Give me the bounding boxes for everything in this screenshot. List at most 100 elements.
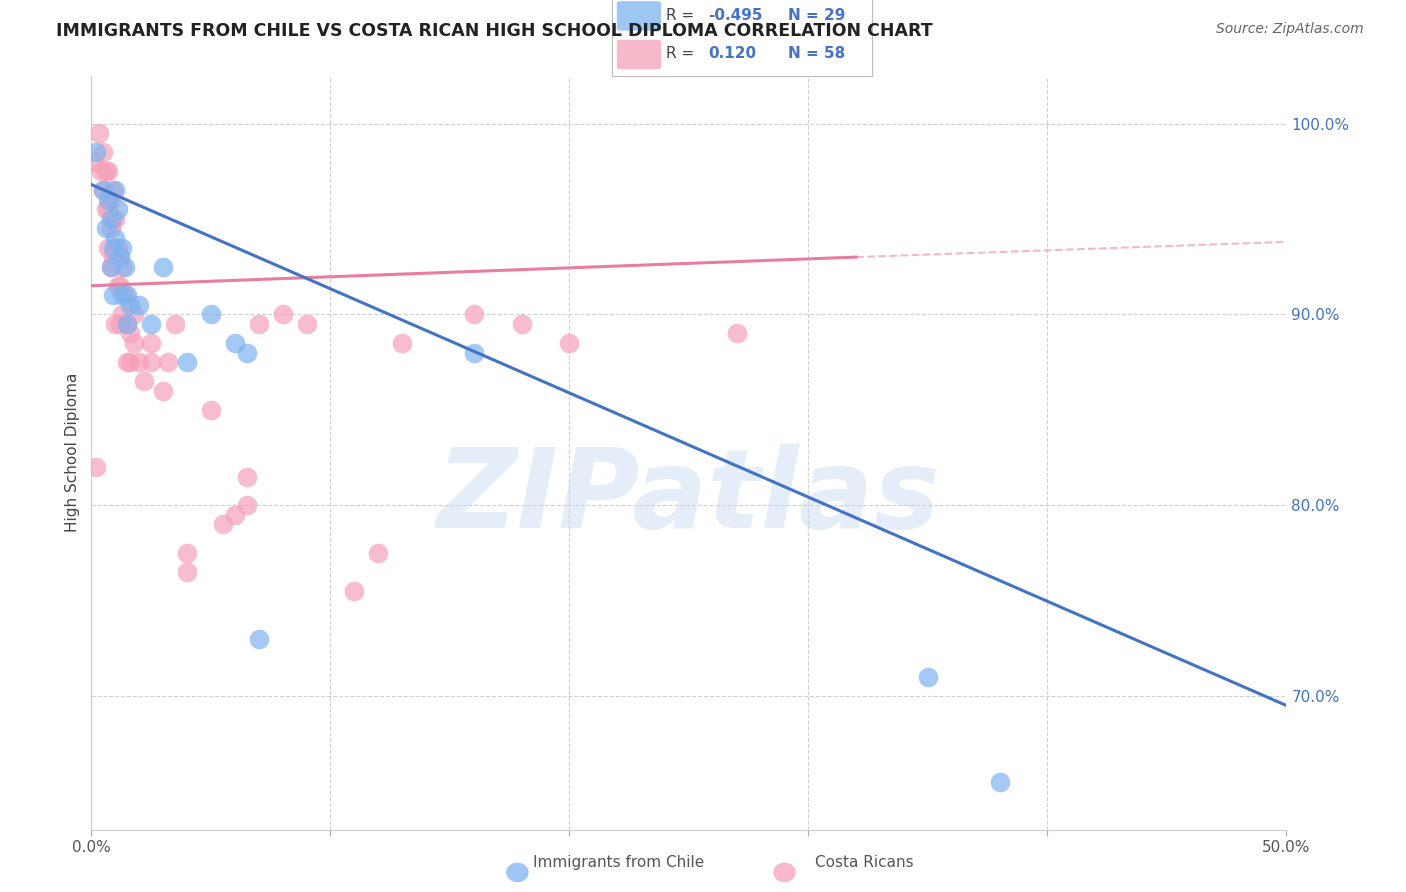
Point	[100, 211, 122, 226]
Text: 0.120: 0.120	[707, 46, 756, 62]
Text: IMMIGRANTS FROM CHILE VS COSTA RICAN HIGH SCHOOL DIPLOMA CORRELATION CHART: IMMIGRANTS FROM CHILE VS COSTA RICAN HIG…	[56, 22, 932, 40]
Point	[101, 241, 124, 255]
Point	[463, 307, 485, 321]
Point	[100, 260, 122, 274]
Point	[97, 202, 120, 217]
Point	[510, 317, 533, 331]
Point	[118, 355, 141, 369]
Point	[367, 546, 389, 560]
Point	[156, 355, 179, 369]
Point	[111, 241, 134, 255]
Point	[115, 317, 138, 331]
Point	[141, 355, 162, 369]
Point	[97, 193, 120, 207]
Point	[108, 250, 131, 264]
Text: R =: R =	[666, 46, 695, 62]
Point	[235, 345, 259, 359]
Text: ZIPatlas: ZIPatlas	[437, 444, 941, 551]
Point	[107, 202, 129, 217]
Text: N = 29: N = 29	[789, 8, 846, 23]
Point	[94, 221, 117, 235]
FancyBboxPatch shape	[617, 1, 661, 30]
Point	[83, 154, 105, 169]
Point	[107, 241, 129, 255]
Point	[107, 278, 129, 293]
Text: -0.495: -0.495	[707, 8, 762, 23]
Point	[101, 183, 124, 197]
Point	[90, 164, 112, 178]
Point	[235, 498, 259, 512]
Point	[200, 402, 222, 417]
Point	[115, 317, 138, 331]
Point	[114, 260, 136, 274]
Point	[93, 183, 114, 197]
Point	[211, 517, 233, 532]
Point	[104, 241, 127, 255]
Point	[124, 335, 146, 350]
Point	[97, 241, 120, 255]
Point	[108, 250, 131, 264]
Point	[176, 355, 198, 369]
Point	[295, 317, 318, 331]
Point	[84, 460, 107, 475]
Point	[93, 145, 114, 160]
Point	[152, 384, 174, 398]
Point	[917, 670, 939, 684]
Point	[111, 260, 134, 274]
Point	[163, 317, 186, 331]
Point	[124, 307, 146, 321]
Point	[87, 126, 110, 140]
Point	[115, 355, 138, 369]
Text: N = 58: N = 58	[789, 46, 846, 62]
Point	[128, 355, 150, 369]
Point	[152, 260, 174, 274]
Point	[101, 211, 124, 226]
Point	[97, 164, 120, 178]
Point	[176, 565, 198, 579]
Point	[247, 632, 270, 646]
Point	[104, 231, 127, 245]
Y-axis label: High School Diploma: High School Diploma	[65, 373, 80, 533]
Point	[111, 288, 134, 302]
Point	[101, 288, 124, 302]
Text: R =: R =	[666, 8, 695, 23]
Point	[104, 317, 127, 331]
Point	[108, 278, 131, 293]
Text: Immigrants from Chile: Immigrants from Chile	[533, 855, 704, 870]
Point	[176, 546, 198, 560]
FancyBboxPatch shape	[617, 40, 661, 70]
Text: Costa Ricans: Costa Ricans	[815, 855, 914, 870]
Point	[84, 145, 107, 160]
Point	[94, 202, 117, 217]
Point	[391, 335, 413, 350]
Point	[558, 335, 581, 350]
Point	[200, 307, 222, 321]
Point	[100, 193, 122, 207]
Point	[114, 288, 136, 302]
Point	[118, 298, 141, 312]
Point	[141, 335, 162, 350]
Point	[224, 335, 246, 350]
Point	[100, 221, 122, 235]
Point	[141, 317, 162, 331]
Point	[235, 469, 259, 483]
Point	[93, 183, 114, 197]
Point	[247, 317, 270, 331]
Point	[101, 250, 124, 264]
Point	[94, 164, 117, 178]
Point	[111, 307, 134, 321]
Point	[104, 183, 127, 197]
Text: Source: ZipAtlas.com: Source: ZipAtlas.com	[1216, 22, 1364, 37]
Point	[108, 317, 131, 331]
Point	[132, 374, 155, 388]
Point	[988, 775, 1011, 789]
Point	[343, 584, 366, 599]
Point	[463, 345, 485, 359]
Point	[115, 288, 138, 302]
Point	[100, 260, 122, 274]
Point	[104, 211, 127, 226]
Point	[128, 298, 150, 312]
Point	[271, 307, 294, 321]
Point	[224, 508, 246, 522]
Point	[118, 326, 141, 341]
